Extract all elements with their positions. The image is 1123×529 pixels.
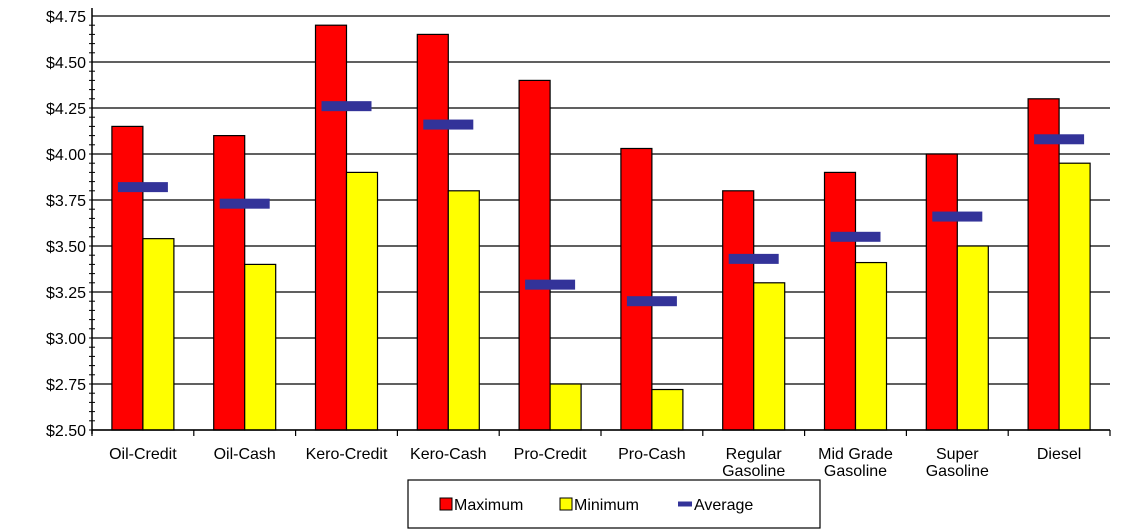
legend-swatch xyxy=(678,501,692,507)
marker-average xyxy=(1034,134,1085,145)
bar-maximum xyxy=(925,153,958,431)
marker-average xyxy=(321,101,372,112)
y-tick-label: $4.75 xyxy=(46,9,86,26)
x-tick-label: Gasoline xyxy=(926,463,989,480)
legend-swatch xyxy=(559,497,573,511)
bar-minimum xyxy=(345,171,379,431)
legend-label: Minimum xyxy=(574,497,639,514)
bar-minimum xyxy=(651,388,684,431)
y-tick-label: $3.25 xyxy=(46,285,86,302)
marker-average xyxy=(117,182,168,193)
bar-maximum xyxy=(823,171,857,431)
axes xyxy=(89,8,1111,436)
marker-average xyxy=(423,119,474,130)
bar-minimum xyxy=(1058,162,1091,431)
x-tick-label: Gasoline xyxy=(722,463,785,480)
y-tick-label: $2.50 xyxy=(46,423,86,440)
x-tick-label: Super xyxy=(936,446,979,463)
x-tick-label: Kero-Cash xyxy=(410,446,486,463)
bar-minimum xyxy=(753,282,786,431)
bar-minimum xyxy=(854,261,888,431)
y-tick-label: $2.75 xyxy=(46,377,86,394)
x-tick-label: Oil-Cash xyxy=(214,446,276,463)
y-tick-label: $4.00 xyxy=(46,147,86,164)
x-tick-label: Pro-Cash xyxy=(618,446,686,463)
legend: Maximum Minimum Average xyxy=(407,479,821,529)
marker-average xyxy=(728,253,779,264)
y-tick-label: $3.75 xyxy=(46,193,86,210)
y-tick-label: $3.50 xyxy=(46,239,86,256)
y-tick-label: $3.00 xyxy=(46,331,86,348)
x-tick-label: Gasoline xyxy=(824,463,887,480)
legend-label: Average xyxy=(694,497,753,514)
x-tick-label: Oil-Credit xyxy=(109,446,177,463)
bar-maximum xyxy=(314,24,348,431)
x-tick-label: Diesel xyxy=(1037,446,1081,463)
bar-minimum xyxy=(142,238,175,431)
bar-minimum xyxy=(244,263,277,431)
legend-box xyxy=(407,479,821,529)
x-tick-label: Regular xyxy=(726,446,783,463)
bar-maximum xyxy=(620,147,653,431)
legend-swatch xyxy=(439,497,453,511)
bar-maximum xyxy=(722,190,755,431)
bar-maximum xyxy=(1027,98,1060,431)
marker-average xyxy=(525,279,576,290)
marker-average xyxy=(219,198,270,209)
x-tick-labels: Oil-Credit Oil-Cash Kero-Credit Kero-Cash Pr… xyxy=(109,446,1081,480)
bar-maximum xyxy=(416,33,449,431)
bar-maximum xyxy=(213,135,246,431)
bar-minimum xyxy=(549,383,582,431)
y-tick-label: $4.25 xyxy=(46,101,86,118)
y-tick-label: $4.50 xyxy=(46,55,86,72)
bar-maximum xyxy=(111,125,144,431)
y-tick-labels: $2.50 $2.75 $3.00 $3.25 $3.50 $3.75 $4.00 $4.25… xyxy=(46,9,86,440)
bar-minimum xyxy=(447,190,480,431)
marker-average xyxy=(932,211,983,222)
bars xyxy=(111,24,1091,431)
x-tick-label: Kero-Credit xyxy=(306,446,388,463)
bar-minimum xyxy=(956,245,989,431)
marker-average xyxy=(830,231,881,242)
bar-maximum xyxy=(518,79,551,431)
legend-label: Maximum xyxy=(454,497,523,514)
x-tick-label: Pro-Credit xyxy=(514,446,587,463)
x-tick-label: Mid Grade xyxy=(818,446,893,463)
marker-average xyxy=(626,296,677,307)
